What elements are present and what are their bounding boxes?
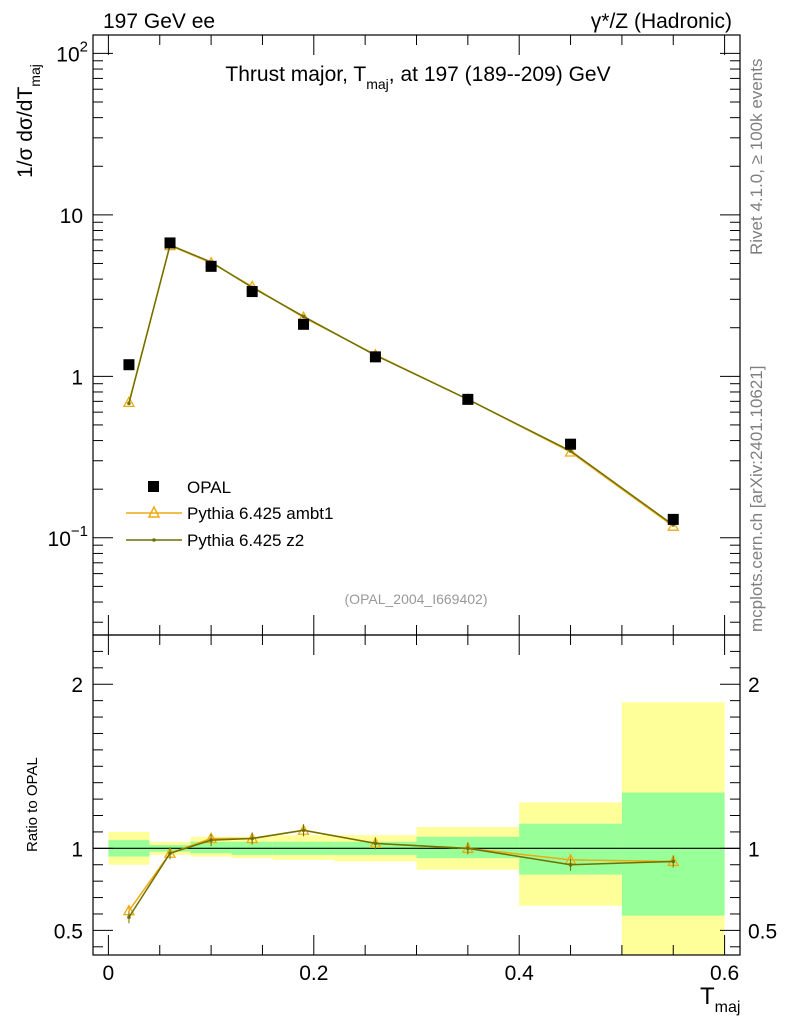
chart-title-sub: maj (366, 76, 389, 92)
ratio-2-point-4 (301, 828, 306, 833)
ratio-tick-label-left-2: 2 (71, 674, 83, 697)
mcplots-label: mcplots.cern.ch [arXiv:2401.10621] (747, 366, 766, 632)
data-point-6 (462, 393, 474, 405)
data-point-0 (123, 359, 135, 371)
data-point-3 (246, 286, 258, 298)
legend-marker-z2 (152, 538, 156, 542)
ratio-2-point-3 (250, 836, 254, 841)
y-tick-label-exp-0: −1 (71, 523, 88, 540)
main-series-layer (122, 237, 680, 531)
legend-label-ambt1: Pythia 6.425 ambt1 (187, 504, 333, 523)
ratio-2-point-8 (671, 859, 676, 864)
ratio-stat-band-2 (190, 841, 232, 854)
ratio-y-axis-label: Ratio to OPAL (24, 757, 41, 852)
series-2-point-4 (301, 314, 306, 319)
series-2-point-7 (568, 449, 573, 453)
ratio-2-point-6 (466, 846, 470, 851)
x-axis-label-main: T (700, 983, 715, 1010)
ratio-2-point-1 (168, 851, 172, 856)
legend-marker-opal (148, 481, 159, 492)
y-axis-label-main: 1/σ dσ/dT (14, 87, 37, 178)
analysis-label: (OPAL_2004_I669402) (345, 591, 488, 607)
header-right: γ*/Z (Hadronic) (591, 10, 732, 33)
y-tick-label-3: 102 (56, 38, 88, 66)
data-point-7 (565, 438, 577, 450)
y-tick-label-base-0: 10 (48, 528, 71, 551)
data-point-5 (369, 351, 381, 363)
y-tick-label-2: 10 (60, 205, 83, 228)
ratio-tick-label-left-1: 1 (71, 838, 83, 861)
legend-marker-ambt1 (147, 505, 161, 518)
ratio-tick-label-right-0: 0.5 (748, 920, 777, 943)
chart-title-rest: , at 197 (189--209) GeV (389, 63, 611, 86)
y-tick-label-1: 1 (71, 366, 83, 389)
legend: OPAL Pythia 6.425 ambt1 Pythia 6.425 z2 (126, 478, 333, 550)
y-tick-label-base-3: 10 (56, 43, 79, 66)
chart-title: Thrust major, Tmaj, at 197 (189--209) Ge… (225, 63, 610, 92)
y-tick-label-0: 10−1 (48, 523, 88, 551)
rivet-version-label: Rivet 4.1.0, ≥ 100k events (747, 59, 766, 255)
ratio-series-layer (122, 823, 680, 924)
series-1-point-0 (122, 396, 136, 407)
y-axis-label-sub: maj (27, 64, 43, 87)
series-1-point-7 (564, 445, 577, 457)
data-point-4 (298, 318, 310, 330)
ratio-2-point-2 (209, 838, 213, 842)
ratio-stat-band-8 (621, 792, 725, 916)
x-axis-label: Tmaj (700, 983, 740, 1016)
x-tick-label-1: 0.2 (299, 962, 328, 985)
x-tick-label-3: 0.6 (710, 962, 739, 985)
legend-label-z2: Pythia 6.425 z2 (187, 531, 304, 550)
ratio-2-point-0 (127, 915, 131, 920)
ratio-tick-label-left-0: 0.5 (54, 920, 83, 943)
legend-label-opal: OPAL (187, 478, 231, 497)
x-tick-label-2: 0.4 (505, 962, 535, 985)
x-tick-label-0: 0 (103, 962, 115, 985)
data-point-2 (205, 260, 217, 272)
x-axis-label-sub: maj (715, 999, 741, 1016)
ratio-2-point-5 (373, 841, 378, 846)
chart-title-main: Thrust major, T (225, 63, 366, 86)
data-point-8 (667, 513, 679, 525)
header-left: 197 GeV ee (103, 10, 215, 33)
ratio-axes (92, 634, 741, 956)
series-2-point-0 (127, 401, 131, 406)
y-axis-label: 1/σ dσ/dTmaj (14, 64, 43, 178)
ratio-tick-label-right-2: 2 (748, 674, 760, 697)
y-tick-label-exp-3: 2 (80, 38, 88, 55)
ratio-panel (93, 702, 740, 955)
series-1-point-8 (667, 519, 680, 531)
ratio-tick-label-right-1: 1 (748, 838, 760, 861)
ratio-2-point-7 (568, 862, 573, 867)
data-point-1 (164, 237, 176, 249)
